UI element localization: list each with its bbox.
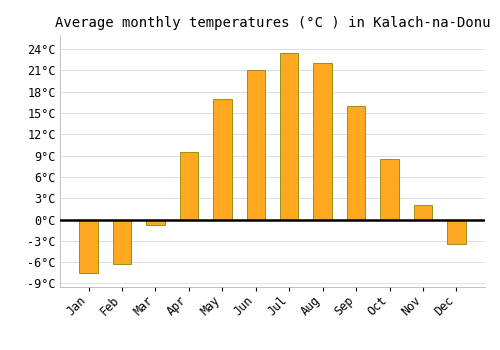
Bar bbox=[213, 99, 232, 219]
Bar bbox=[347, 106, 366, 219]
Title: Average monthly temperatures (°C ) in Kalach-na-Donu: Average monthly temperatures (°C ) in Ka… bbox=[55, 16, 490, 30]
Bar bbox=[113, 219, 131, 264]
Bar bbox=[414, 205, 432, 219]
Bar bbox=[448, 219, 466, 244]
Bar bbox=[246, 70, 265, 219]
Bar bbox=[80, 219, 98, 273]
Bar bbox=[314, 63, 332, 219]
Bar bbox=[380, 159, 399, 219]
Bar bbox=[280, 53, 298, 219]
Bar bbox=[146, 219, 165, 225]
Bar bbox=[180, 152, 198, 219]
